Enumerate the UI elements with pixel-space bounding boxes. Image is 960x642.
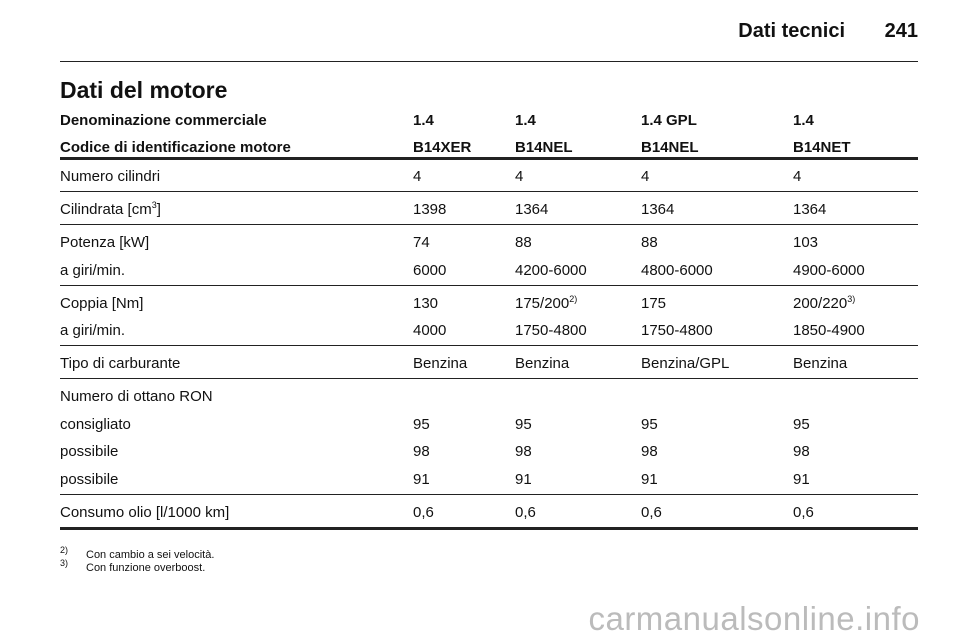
table-cell: 1364: [515, 201, 549, 218]
table-cell: 0,6: [641, 503, 662, 521]
table-cell: a giri/min.: [60, 261, 126, 279]
table-cell: 0,6: [413, 503, 434, 521]
table-cell: 95: [515, 415, 532, 433]
table-cell: 98: [515, 443, 532, 460]
cell-text: 175/200: [515, 294, 570, 312]
row-separator: [60, 284, 918, 286]
table-cell: Consumo olio [l/1000 km]: [60, 503, 230, 521]
footnote-ref: 3): [847, 293, 856, 304]
footnote-mark: 2): [60, 544, 69, 555]
table-cell: Codice di identificazione motore: [60, 139, 291, 156]
row-separator: [60, 345, 918, 346]
table-cell: possibile: [60, 443, 119, 460]
table-cell: Tipo di carburante: [60, 355, 181, 372]
table-cell: 4: [793, 168, 802, 185]
table-cell: 130: [413, 294, 439, 312]
footnote-ref: 2): [569, 293, 578, 304]
table-cell: 175/2002): [515, 293, 578, 313]
table-cell: 1.4 GPL: [641, 112, 697, 129]
table-cell: 91: [793, 470, 810, 488]
table-cell: consigliato: [60, 415, 131, 433]
table-cell: B14XER: [413, 139, 472, 156]
table-cell: 1398: [413, 201, 447, 218]
table-cell: Numero di ottano RON: [60, 388, 213, 405]
footnote-ref: 3: [151, 200, 157, 210]
table-cell: 4000: [413, 322, 447, 339]
table-cell: 1364: [641, 201, 675, 218]
table-cell: a giri/min.: [60, 322, 126, 339]
footnote-text: Con funzione overboost.: [86, 561, 206, 574]
table-cell: 1750-4800: [515, 322, 587, 339]
table-bottom-rule: [60, 526, 918, 530]
table-cell: 175: [641, 294, 667, 312]
table-cell: 88: [641, 234, 658, 251]
table-cell: 91: [413, 470, 430, 488]
table-cell: 4200-6000: [515, 261, 587, 279]
table-cell: 1.4: [413, 112, 434, 129]
table-cell: 95: [793, 415, 810, 433]
table-cell: 91: [641, 470, 658, 488]
watermark: carmanualsonline.info: [588, 600, 920, 637]
table-cell: Benzina: [793, 355, 848, 372]
table-cell: 200/2203): [793, 293, 856, 313]
table-cell: 98: [793, 443, 810, 460]
footnote-mark: 3): [60, 557, 69, 568]
table-cell: 1.4: [515, 112, 536, 129]
table-cell: Numero cilindri: [60, 168, 161, 185]
table-cell: 103: [793, 234, 819, 251]
table-cell: 95: [641, 415, 658, 433]
page-number: 241: [884, 20, 918, 42]
cell-text: Cilindrata [cm: [60, 201, 152, 218]
table-cell: Denominazione commerciale: [60, 112, 267, 129]
table-cell: 95: [413, 415, 430, 433]
table-cell: 91: [515, 470, 532, 488]
footnote-text: Con cambio a sei velocità.: [86, 548, 215, 561]
table-cell: 74: [413, 234, 430, 251]
table-cell: 4: [413, 168, 422, 185]
table-cell: Cilindrata [cm3]: [60, 201, 161, 219]
row-separator: [60, 191, 918, 192]
table-cell: 1850-4900: [793, 322, 865, 339]
section-title: Dati tecnici: [738, 20, 845, 42]
header-rule: [60, 61, 918, 62]
table-cell: 4800-6000: [641, 261, 713, 279]
row-separator: [60, 378, 918, 379]
row-separator: [60, 224, 918, 225]
table-cell: 0,6: [793, 503, 814, 521]
table-cell: 1.4: [793, 112, 814, 129]
table-cell: 1364: [793, 201, 827, 218]
table-cell: Benzina: [413, 355, 468, 372]
table-cell: 4900-6000: [793, 261, 865, 279]
table-cell: 98: [413, 443, 430, 460]
table-cell: Benzina/GPL: [641, 355, 730, 372]
table-cell: Coppia [Nm]: [60, 294, 144, 312]
table-cell: B14NEL: [515, 139, 573, 156]
table-cell: possibile: [60, 470, 119, 488]
cell-text: ]: [156, 201, 161, 218]
table-cell: Potenza [kW]: [60, 234, 150, 251]
table-cell: 4: [515, 168, 524, 185]
table-cell: Benzina: [515, 355, 570, 372]
table-cell: 88: [515, 234, 532, 251]
table-header-rule: [60, 157, 918, 160]
section-heading: Dati del motore: [60, 77, 228, 103]
table-cell: 98: [641, 443, 658, 460]
table-cell: 6000: [413, 261, 447, 279]
table-cell: 0,6: [515, 503, 536, 521]
table-cell: 1750-4800: [641, 322, 713, 339]
table-cell: 4: [641, 168, 650, 185]
cell-text: 200/220: [793, 294, 848, 312]
table-cell: B14NEL: [641, 139, 699, 156]
table-cell: B14NET: [793, 139, 851, 156]
row-separator: [60, 493, 918, 495]
